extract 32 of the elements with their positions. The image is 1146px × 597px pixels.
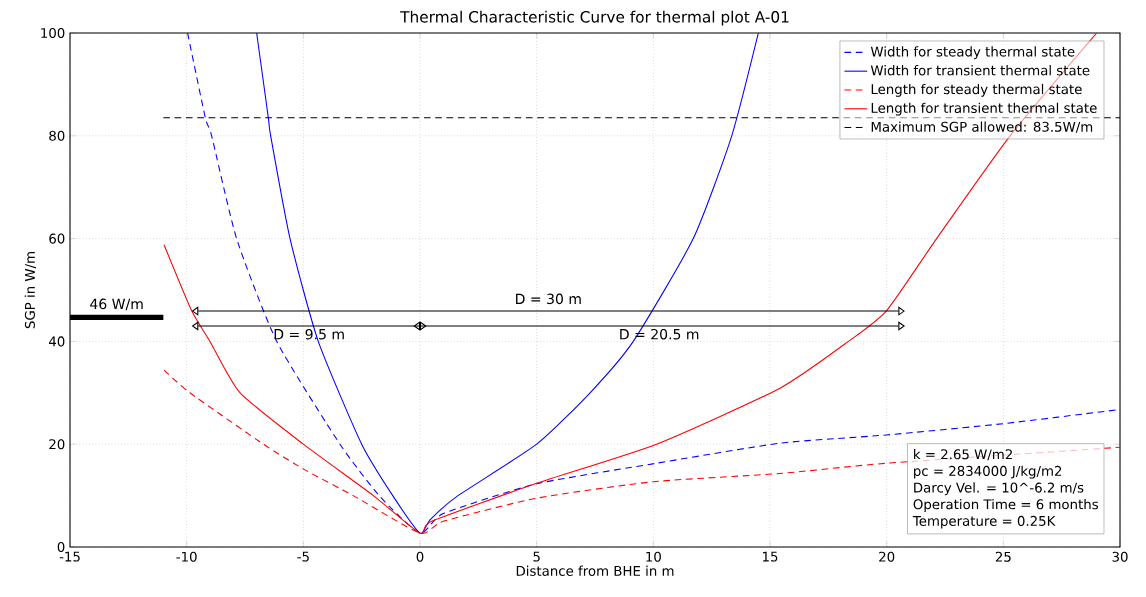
y-tick-label: 60 [49,233,65,244]
legend-label: Width for steady thermal state [870,46,1075,60]
annotation: D = 30 m [516,293,581,305]
annotation: Temperature = 0.25K [912,515,1056,529]
x-tick-label: -5 [297,551,309,562]
y-tick-label: 0 [57,541,65,553]
annotation: pc = 2834000 J/kg/m2 [914,465,1062,479]
x-axis-title: Distance from BHE in m [516,565,674,576]
y-tick-label: 80 [49,130,65,141]
legend-label: Maximum SGP allowed: 83.5W/m [871,121,1093,133]
annotation: Operation Time = 6 months [913,498,1098,512]
y-axis-title: SGP in W/m [24,252,37,329]
y-tick-label: 40 [48,336,65,347]
x-tick-label: 15 [762,551,778,562]
x-tick-label: 0 [416,551,424,562]
x-tick-label: 10 [646,551,661,562]
legend-label: Length for steady thermal state [871,83,1082,97]
annotation: k = 2.65 W/m2 [914,448,1012,461]
y-tick-label: 100 [41,27,65,39]
annotation: Darcy Vel. = 10^-6.2 m/s [914,482,1084,496]
annotation: D = 20.5 m [620,328,699,340]
x-tick-label: 20 [879,551,895,562]
y-tick-label: 20 [49,439,65,450]
x-tick-label: -10 [176,551,197,562]
annotation: 46 W/m [90,298,143,311]
x-tick-label: 25 [995,551,1011,562]
chart-title: Thermal Characteristic Curve for thermal plot A-01 [400,10,789,26]
legend-label: Length for transient thermal state [871,102,1097,116]
legend-label: Width for transient thermal state [870,65,1090,76]
x-tick-label: -15 [59,551,80,562]
x-tick-label: 30 [1112,551,1128,562]
x-tick-label: 5 [533,551,540,562]
